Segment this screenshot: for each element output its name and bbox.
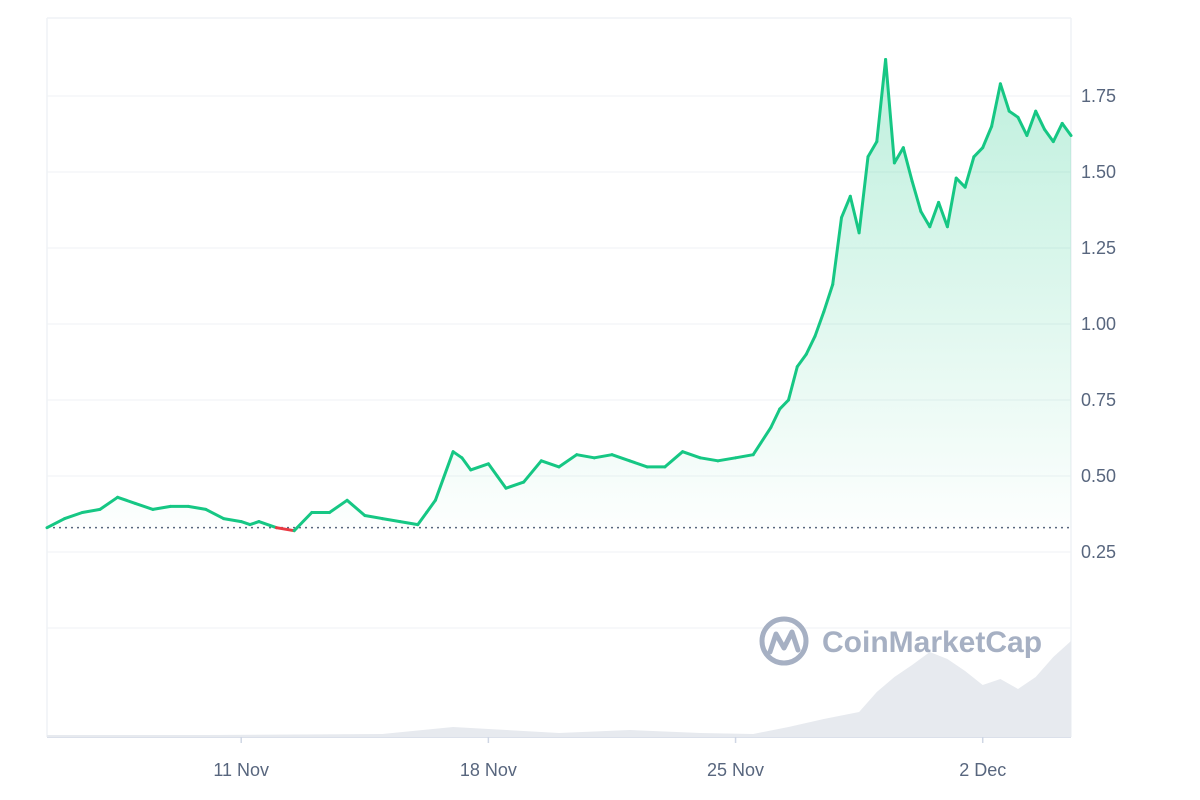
price-line-segment — [813, 310, 826, 338]
price-line-segment — [840, 194, 852, 220]
price-line-segment — [222, 517, 243, 524]
price-line-segment — [822, 283, 835, 314]
price-line-segment — [433, 450, 455, 502]
x-tick-label: 18 Nov — [460, 760, 517, 780]
price-line-segment — [751, 425, 773, 457]
price-line-segment — [1051, 121, 1064, 144]
price-line-segment — [875, 58, 888, 144]
price-line-segment — [592, 453, 614, 460]
price-line-segment — [831, 216, 843, 286]
price-line-segment — [1060, 121, 1073, 137]
price-line-segment — [1025, 109, 1038, 137]
price-line-segment — [416, 511, 429, 527]
price-area-fill — [47, 59, 1071, 528]
price-line-segment — [257, 520, 278, 530]
price-line-segment — [919, 210, 932, 229]
price-line-segment — [734, 453, 755, 460]
price-line-segment — [345, 498, 367, 517]
price-line-segment — [504, 480, 526, 490]
price-line-segment — [910, 179, 923, 213]
price-line-segment — [681, 450, 702, 460]
price-line-segment — [469, 462, 490, 472]
price-line-segment — [1043, 127, 1055, 144]
price-line-segment — [769, 407, 782, 429]
y-tick-label: 0.50 — [1081, 466, 1116, 486]
price-line-segment — [275, 526, 296, 533]
price-line-segment — [972, 146, 985, 159]
price-line-segment — [460, 456, 473, 472]
price-line-segment — [204, 507, 226, 521]
y-tick-label: 0.75 — [1081, 390, 1116, 410]
price-line-segment — [981, 124, 994, 150]
price-line-segment — [151, 504, 173, 511]
price-line-segment — [1034, 109, 1046, 131]
price-line-segment — [857, 155, 870, 235]
x-tick-label: 2 Dec — [959, 760, 1006, 780]
watermark-text: CoinMarketCap — [822, 626, 1042, 659]
x-tick-label: 25 Nov — [707, 760, 764, 780]
price-line-segment — [1007, 109, 1020, 119]
price-line-segment — [937, 200, 949, 229]
y-tick-label: 1.00 — [1081, 314, 1116, 334]
y-tick-label: 1.75 — [1081, 86, 1116, 106]
price-line-segment — [248, 520, 261, 527]
x-tick-label: 11 Nov — [213, 760, 269, 780]
price-line-segment — [610, 453, 632, 463]
price-line-segment — [990, 82, 1002, 128]
price-line-segment — [45, 517, 67, 530]
y-tick-label: 0.25 — [1081, 542, 1116, 562]
price-line-segment — [1016, 115, 1029, 137]
price-line-segment — [522, 459, 543, 484]
price-line-segment — [787, 365, 799, 402]
y-tick-label: 1.25 — [1081, 238, 1116, 258]
price-line-segment — [698, 456, 720, 463]
price-line-segment — [778, 398, 790, 411]
price-line-segment — [848, 194, 861, 235]
price-line-segment — [328, 498, 349, 514]
price-line-segment — [954, 176, 967, 189]
volume-area — [47, 641, 1071, 737]
price-line-segment — [186, 504, 208, 511]
price-line-segment — [425, 498, 437, 514]
price-line-segment — [398, 520, 420, 527]
price-line-segment — [486, 462, 499, 478]
price-line-segment — [557, 453, 579, 469]
price-line-segment — [928, 200, 941, 229]
price-line-segment — [539, 459, 561, 469]
price-line-segment — [998, 82, 1011, 113]
price-line-segment — [804, 334, 817, 356]
price-line-segment — [884, 58, 896, 165]
price-line-segment — [363, 514, 384, 521]
price-line-segment — [98, 495, 120, 511]
price-line-segment — [663, 450, 685, 469]
y-tick-label: 1.50 — [1081, 162, 1116, 182]
price-line-segment — [945, 176, 958, 229]
price-line-segment — [716, 456, 738, 463]
watermark: CoinMarketCap — [759, 616, 1042, 666]
price-line-segment — [901, 146, 914, 183]
price-line-segment — [628, 459, 649, 469]
price-line-segment — [239, 520, 252, 527]
price-line-segment — [292, 511, 314, 533]
price-line-segment — [795, 352, 808, 369]
price-line-segment — [866, 140, 879, 159]
price-line-segment — [116, 495, 137, 505]
price-line-segment — [892, 146, 905, 165]
price-line-segment — [451, 450, 464, 460]
price-line-segment — [380, 517, 402, 524]
coinmarketcap-logo-icon — [759, 616, 809, 666]
price-line-segment — [495, 474, 508, 490]
price-line-segment — [133, 501, 155, 511]
price-line-segment — [963, 155, 976, 189]
price-line-segment — [80, 507, 102, 514]
price-line-segment — [575, 453, 596, 460]
price-line-segment — [63, 511, 84, 521]
